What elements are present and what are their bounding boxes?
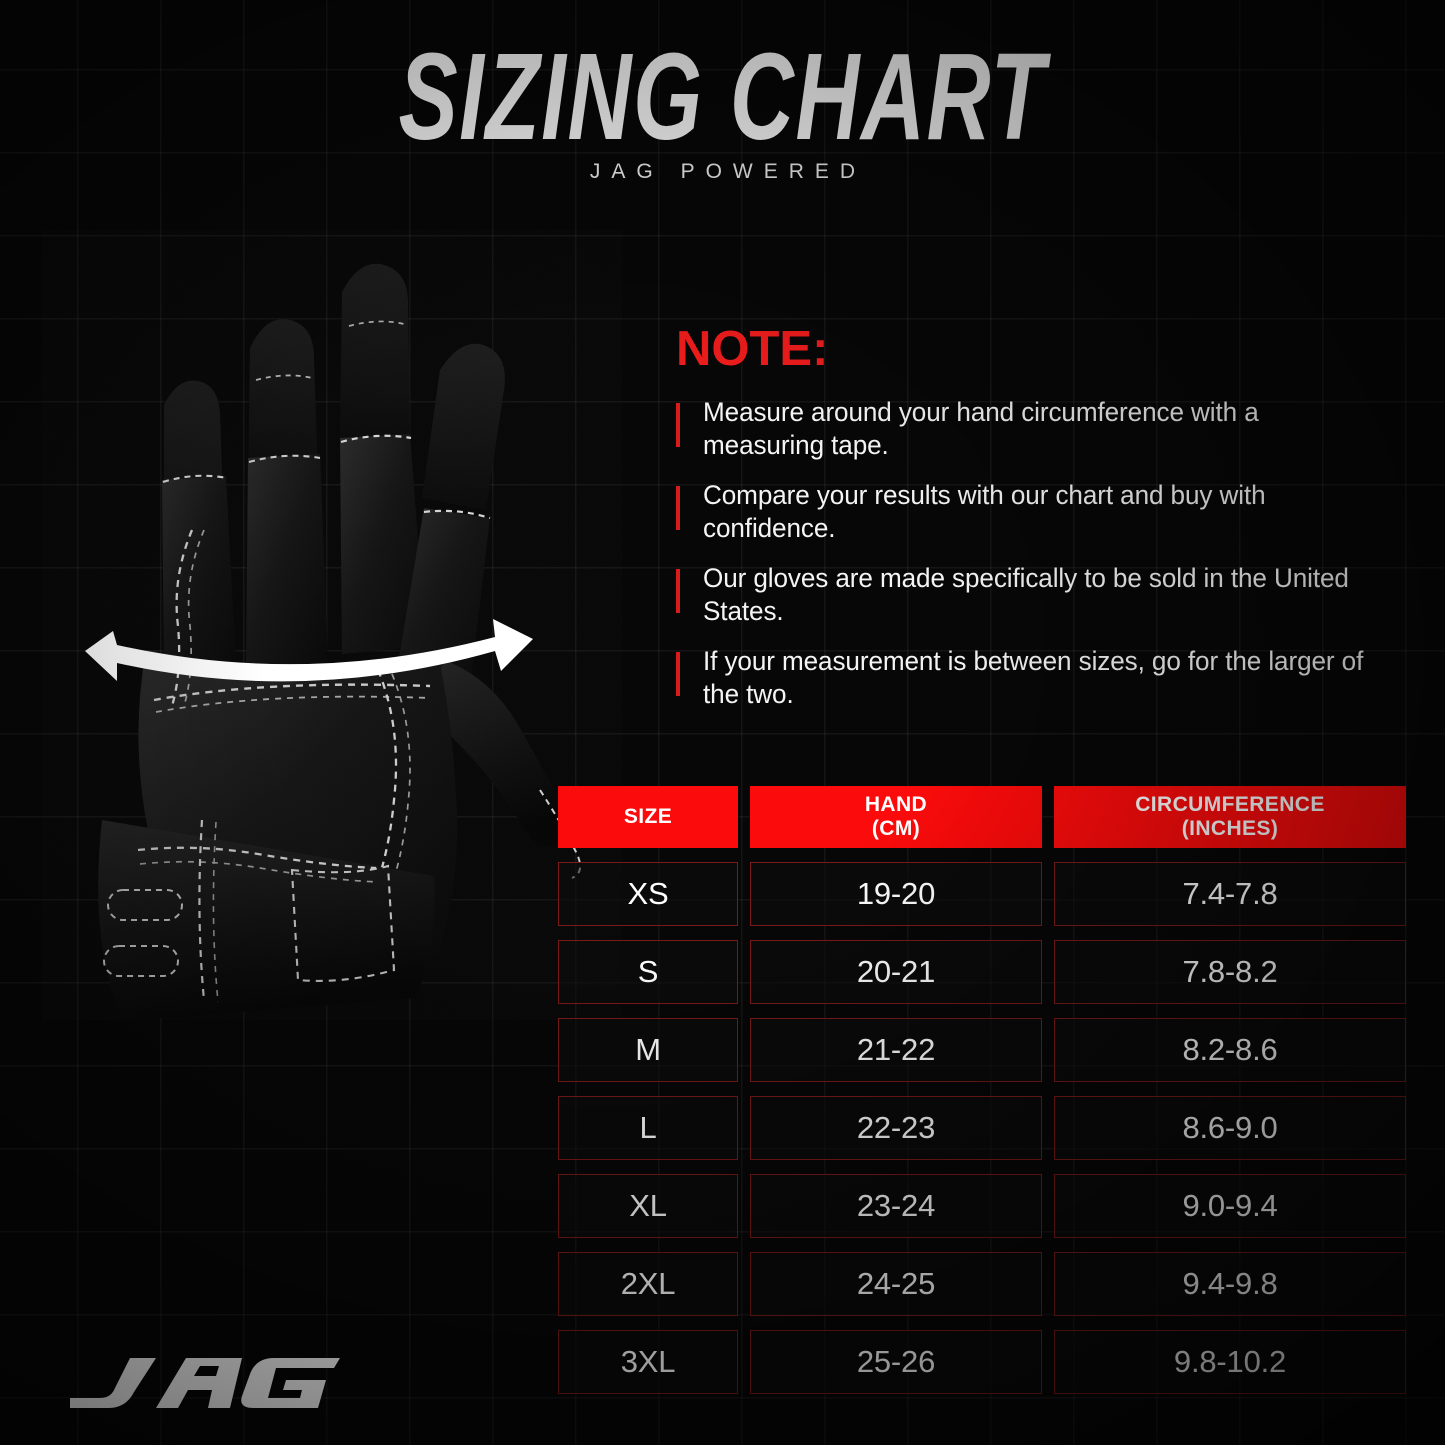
page-subtitle: JAG POWERED bbox=[589, 160, 867, 183]
column-header-hand-line2: (CM) bbox=[871, 817, 921, 840]
cell-circumference-in: 9.0-9.4 bbox=[1054, 1174, 1406, 1238]
column-header-hand: HAND (CM) bbox=[750, 786, 1042, 848]
table-row: M 21-22 8.2-8.6 bbox=[558, 1018, 1406, 1082]
cell-circumference-in: 7.8-8.2 bbox=[1054, 940, 1406, 1004]
column-header-size-line1: SIZE bbox=[623, 805, 673, 828]
note-bullet-bar bbox=[676, 652, 680, 696]
note-bullet-bar bbox=[676, 403, 680, 447]
note-bullet-bar bbox=[676, 569, 680, 613]
note-item-text: Our gloves are made specifically to be s… bbox=[703, 563, 1349, 626]
column-header-circumference-line2: (INCHES) bbox=[1181, 817, 1279, 840]
sizing-table: SIZE HAND (CM) CIRCUMFERENCE (INCHES) XS… bbox=[558, 786, 1406, 1394]
cell-circumference-in: 8.6-9.0 bbox=[1054, 1096, 1406, 1160]
cell-hand-cm: 19-20 bbox=[750, 862, 1042, 926]
note-item: Measure around your hand circumference w… bbox=[676, 396, 1376, 462]
table-row: XL 23-24 9.0-9.4 bbox=[558, 1174, 1406, 1238]
cell-hand-cm: 25-26 bbox=[750, 1330, 1042, 1394]
note-item: Compare your results with our chart and … bbox=[676, 479, 1376, 545]
header: SIZING CHART JAG POWERED bbox=[0, 0, 1445, 200]
note-panel: NOTE: Measure around your hand circumfer… bbox=[676, 322, 1376, 711]
cell-hand-cm: 21-22 bbox=[750, 1018, 1042, 1082]
column-header-hand-line1: HAND bbox=[864, 793, 928, 816]
cell-size: 3XL bbox=[558, 1330, 738, 1394]
column-header-size: SIZE bbox=[558, 786, 738, 848]
cell-circumference-in: 8.2-8.6 bbox=[1054, 1018, 1406, 1082]
table-row: S 20-21 7.8-8.2 bbox=[558, 940, 1406, 1004]
jag-logo bbox=[70, 1350, 340, 1416]
note-item: If your measurement is between sizes, go… bbox=[676, 645, 1376, 711]
measurement-arrow-icon bbox=[55, 595, 550, 705]
column-header-circumference: CIRCUMFERENCE (INCHES) bbox=[1054, 786, 1406, 848]
cell-size: S bbox=[558, 940, 738, 1004]
table-row: L 22-23 8.6-9.0 bbox=[558, 1096, 1406, 1160]
cell-size: XL bbox=[558, 1174, 738, 1238]
cell-hand-cm: 24-25 bbox=[750, 1252, 1042, 1316]
column-header-circumference-line1: CIRCUMFERENCE bbox=[1135, 793, 1325, 816]
note-item-text: Measure around your hand circumference w… bbox=[703, 397, 1259, 460]
cell-size: XS bbox=[558, 862, 738, 926]
table-row: XS 19-20 7.4-7.8 bbox=[558, 862, 1406, 926]
cell-circumference-in: 9.8-10.2 bbox=[1054, 1330, 1406, 1394]
cell-size: M bbox=[558, 1018, 738, 1082]
cell-size: 2XL bbox=[558, 1252, 738, 1316]
table-row: 2XL 24-25 9.4-9.8 bbox=[558, 1252, 1406, 1316]
cell-hand-cm: 23-24 bbox=[750, 1174, 1042, 1238]
cell-circumference-in: 7.4-7.8 bbox=[1054, 862, 1406, 926]
cell-hand-cm: 22-23 bbox=[750, 1096, 1042, 1160]
cell-circumference-in: 9.4-9.8 bbox=[1054, 1252, 1406, 1316]
note-bullet-bar bbox=[676, 486, 680, 530]
page-title: SIZING CHART bbox=[398, 27, 1047, 166]
table-row: 3XL 25-26 9.8-10.2 bbox=[558, 1330, 1406, 1394]
note-item-text: Compare your results with our chart and … bbox=[703, 480, 1266, 543]
cell-size: L bbox=[558, 1096, 738, 1160]
table-header-row: SIZE HAND (CM) CIRCUMFERENCE (INCHES) bbox=[558, 786, 1406, 848]
cell-hand-cm: 20-21 bbox=[750, 940, 1042, 1004]
note-item-text: If your measurement is between sizes, go… bbox=[703, 646, 1364, 709]
note-item: Our gloves are made specifically to be s… bbox=[676, 562, 1376, 628]
note-heading: NOTE: bbox=[676, 322, 829, 376]
